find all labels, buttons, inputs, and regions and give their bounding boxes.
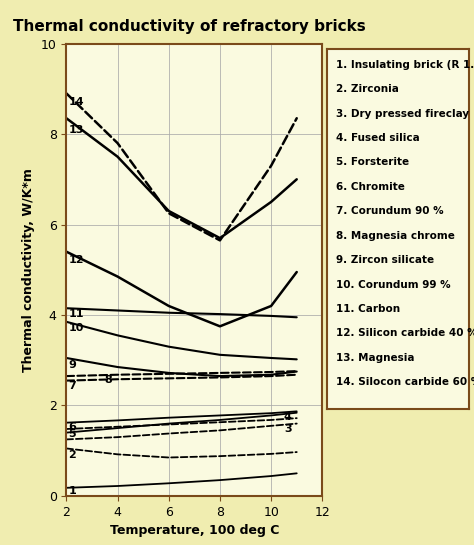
Text: 11: 11 [68, 309, 84, 319]
X-axis label: Temperature, 100 deg C: Temperature, 100 deg C [109, 524, 279, 537]
Text: 1: 1 [68, 486, 76, 495]
Text: Thermal conductivity of refractory bricks: Thermal conductivity of refractory brick… [13, 19, 366, 34]
Text: 6: 6 [68, 422, 76, 432]
Text: 2. Zirconia: 2. Zirconia [336, 84, 399, 94]
Text: 2: 2 [68, 450, 76, 460]
Text: 4. Fused silica: 4. Fused silica [336, 133, 419, 143]
Text: 12: 12 [68, 255, 84, 265]
Text: 9. Zircon silicate: 9. Zircon silicate [336, 255, 434, 265]
Text: 13: 13 [68, 125, 84, 135]
Text: 7: 7 [68, 381, 76, 391]
Text: 10: 10 [68, 323, 84, 332]
Text: 9: 9 [68, 360, 76, 370]
Text: 7. Corundum 90 %: 7. Corundum 90 % [336, 207, 443, 216]
Text: 3: 3 [284, 424, 292, 434]
Text: 10. Corundum 99 %: 10. Corundum 99 % [336, 280, 450, 289]
Text: 5: 5 [68, 429, 76, 439]
Text: 3. Dry pressed fireclay: 3. Dry pressed fireclay [336, 108, 469, 119]
Text: 5. Forsterite: 5. Forsterite [336, 158, 409, 167]
Text: 13. Magnesia: 13. Magnesia [336, 353, 414, 363]
Text: 14: 14 [68, 96, 84, 106]
Text: 14. Silocon carbide 60 %: 14. Silocon carbide 60 % [336, 377, 474, 387]
Text: 6. Chromite: 6. Chromite [336, 182, 404, 192]
Text: 12. Silicon carbide 40 %: 12. Silicon carbide 40 % [336, 328, 474, 338]
Y-axis label: Thermal conductivity, W/K*m: Thermal conductivity, W/K*m [22, 168, 35, 372]
Text: 4: 4 [284, 412, 292, 422]
Text: 8. Magnesia chrome: 8. Magnesia chrome [336, 231, 455, 241]
Text: 11. Carbon: 11. Carbon [336, 304, 400, 314]
Text: 8: 8 [105, 375, 112, 385]
Text: 1. Insulating brick (R 1.2): 1. Insulating brick (R 1.2) [336, 60, 474, 70]
